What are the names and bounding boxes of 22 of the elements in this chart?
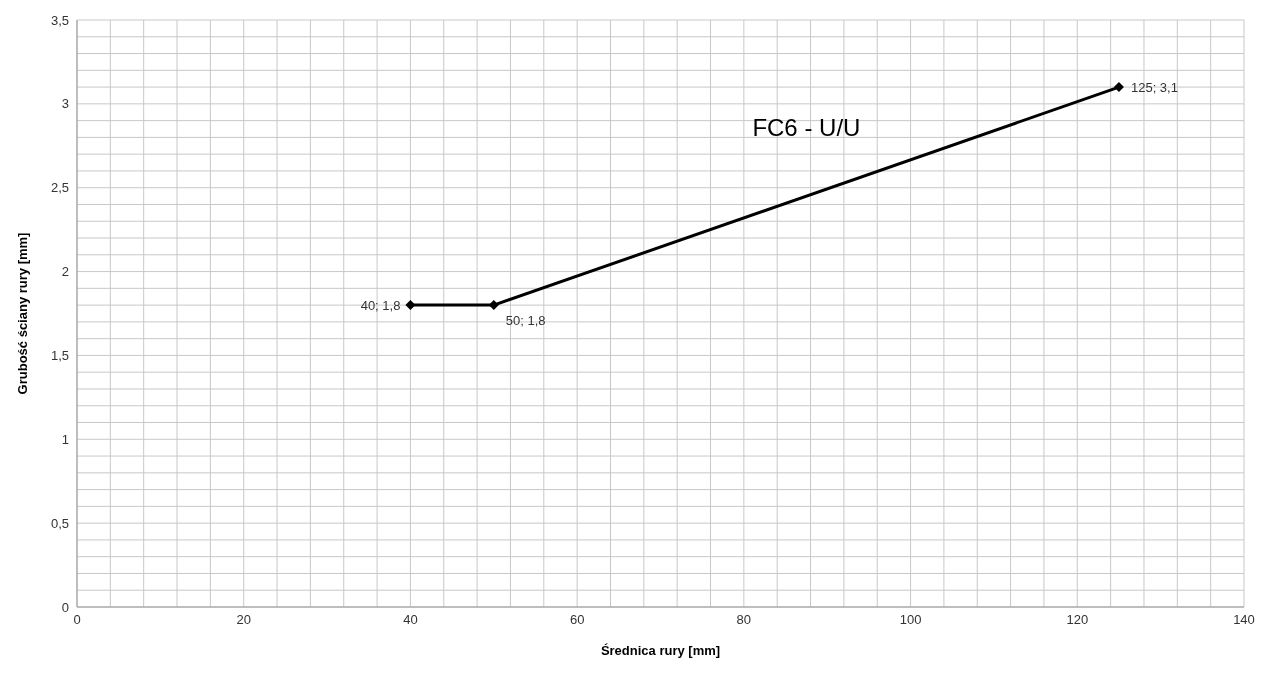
y-tick-label: 0: [61, 599, 69, 615]
x-tick-label: 20: [236, 612, 251, 628]
y-tick-label: 2: [61, 264, 69, 280]
x-tick-label: 0: [73, 612, 81, 628]
series-label: FC6 - U/U: [752, 114, 861, 142]
x-tick-label: 100: [899, 612, 922, 628]
x-tick-label: 40: [403, 612, 418, 628]
y-tick-label: 1: [61, 431, 69, 447]
y-tick-label: 2,5: [50, 180, 69, 196]
data-label: 40; 1,8: [360, 298, 401, 314]
y-tick-label: 0,5: [50, 515, 69, 531]
y-axis-title: Grubość ściany rury [mm]: [14, 232, 30, 395]
y-tick-label: 3: [61, 96, 69, 112]
x-tick-label: 120: [1066, 612, 1089, 628]
x-tick-label: 60: [569, 612, 585, 628]
x-tick-label: 140: [1233, 612, 1255, 628]
x-axis-title: Średnica rury [mm]: [600, 643, 721, 658]
data-label: 50; 1,8: [505, 313, 546, 329]
data-label: 125; 3,1: [1130, 80, 1178, 96]
y-tick-label: 3,5: [50, 12, 69, 28]
x-tick-label: 80: [736, 612, 752, 628]
y-tick-label: 1,5: [50, 348, 69, 364]
